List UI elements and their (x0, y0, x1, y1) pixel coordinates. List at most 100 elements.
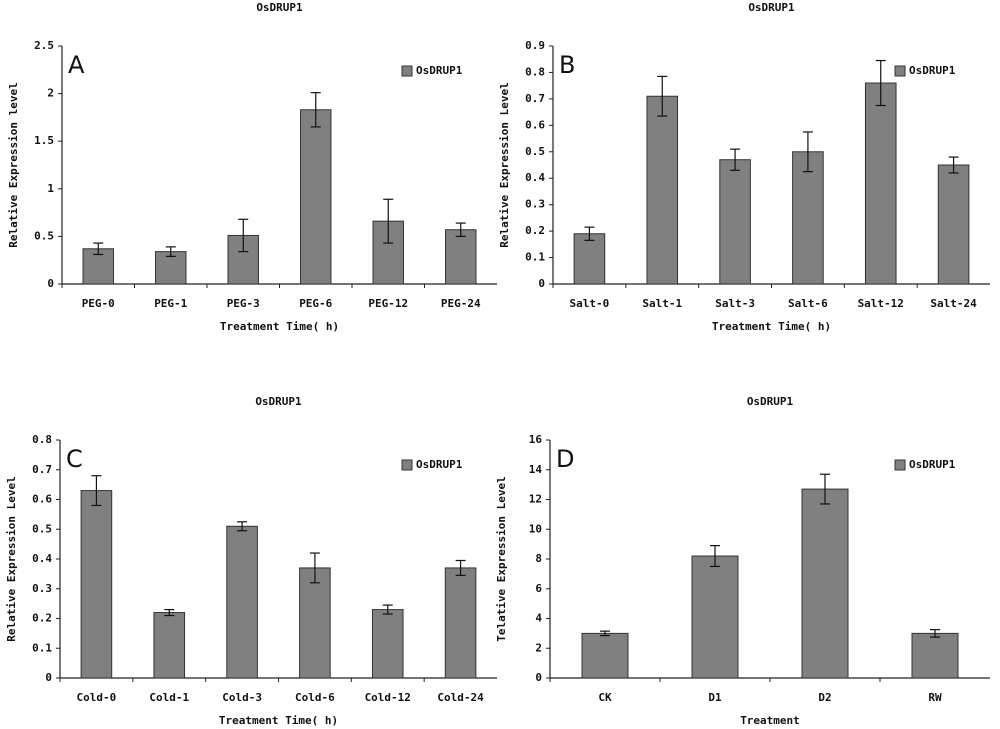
y-tick-label: 0 (538, 277, 545, 290)
bar (80, 490, 113, 679)
bar (691, 555, 739, 679)
panel-label: D (556, 445, 574, 473)
x-tick-label: Salt-0 (570, 297, 610, 310)
y-tick-label: 4 (535, 612, 542, 625)
y-tick-label: 2.5 (34, 39, 54, 52)
y-tick-label: 10 (529, 522, 542, 535)
chart-title: OsDRUP1 (747, 395, 794, 408)
y-axis-label: Relative Expression Level (5, 476, 18, 642)
chart-title: OsDRUP1 (256, 1, 303, 14)
bar (153, 612, 186, 679)
bar (155, 251, 187, 285)
x-tick-label: Salt-12 (858, 297, 904, 310)
x-tick-label: Salt-3 (715, 297, 755, 310)
y-tick-label: 0.4 (32, 552, 52, 565)
y-tick-label: 0.8 (525, 65, 545, 78)
x-axis-label: Treatment (740, 714, 800, 727)
y-tick-label: 0.7 (32, 463, 52, 476)
y-tick-label: 6 (535, 582, 542, 595)
y-tick-label: 0.5 (34, 229, 54, 242)
y-tick-label: 0.4 (525, 171, 545, 184)
x-tick-label: Cold-12 (365, 691, 411, 704)
x-tick-label: Cold-24 (437, 691, 484, 704)
y-tick-label: 2 (47, 87, 54, 100)
x-axis-label: Treatment Time( h) (219, 714, 338, 727)
legend-swatch (894, 459, 906, 471)
bar (371, 609, 404, 679)
y-tick-label: 0 (45, 671, 52, 684)
x-tick-label: D2 (818, 691, 831, 704)
panel-label: B (559, 51, 575, 79)
x-tick-label: Cold-6 (295, 691, 335, 704)
bar (445, 229, 477, 285)
x-tick-label: Cold-1 (149, 691, 189, 704)
bar (444, 567, 477, 679)
y-tick-label: 0.1 (32, 641, 52, 654)
y-tick-label: 0.6 (32, 493, 52, 506)
x-tick-label: CK (598, 691, 612, 704)
y-tick-label: 1 (47, 182, 54, 195)
bar (299, 567, 331, 679)
x-tick-label: PEG-24 (441, 297, 481, 310)
bar (300, 109, 332, 285)
bar (573, 233, 606, 285)
y-tick-label: 12 (529, 493, 542, 506)
y-tick-label: 0.5 (32, 522, 52, 535)
y-tick-label: 0 (535, 671, 542, 684)
bar (646, 95, 679, 285)
y-tick-label: 0.9 (525, 39, 545, 52)
bar (864, 82, 897, 285)
legend-label: OsDRUP1 (416, 64, 463, 77)
x-axis-label: Treatment Time( h) (712, 320, 831, 333)
y-axis-label: Relative Expression Level (498, 82, 511, 248)
y-tick-label: 0.8 (32, 433, 52, 446)
chart-title: OsDRUP1 (255, 395, 302, 408)
bar (719, 159, 751, 285)
x-tick-label: PEG-0 (82, 297, 115, 310)
legend-label: OsDRUP1 (909, 458, 956, 471)
y-tick-label: 0.5 (525, 145, 545, 158)
y-tick-label: 1.5 (34, 134, 54, 147)
y-tick-label: 0.2 (525, 224, 545, 237)
panel-label: A (68, 51, 85, 79)
y-tick-label: 0.6 (525, 118, 545, 131)
x-tick-label: D1 (708, 691, 722, 704)
bar (911, 632, 959, 679)
panel-label: C (66, 445, 83, 473)
x-axis-label: Treatment Time( h) (220, 320, 339, 333)
legend-label: OsDRUP1 (416, 458, 463, 471)
bar (792, 151, 824, 285)
y-axis-label: Telative Expression Level (495, 476, 508, 642)
x-tick-label: Cold-3 (222, 691, 262, 704)
x-tick-label: Cold-0 (77, 691, 117, 704)
y-tick-label: 14 (529, 463, 543, 476)
chart-title: OsDRUP1 (748, 1, 795, 14)
y-tick-label: 0 (47, 277, 54, 290)
y-tick-label: 8 (535, 552, 542, 565)
bar (801, 488, 849, 679)
bar (82, 248, 114, 285)
legend-swatch (401, 65, 413, 77)
x-tick-label: PEG-12 (368, 297, 408, 310)
x-tick-label: RW (928, 691, 942, 704)
y-tick-label: 0.1 (525, 251, 545, 264)
y-tick-label: 2 (535, 641, 542, 654)
legend-swatch (894, 65, 906, 77)
y-tick-label: 0.7 (525, 92, 545, 105)
x-tick-label: PEG-3 (227, 297, 260, 310)
x-tick-label: PEG-1 (154, 297, 187, 310)
x-tick-label: Salt-1 (642, 297, 682, 310)
x-tick-label: PEG-6 (299, 297, 332, 310)
x-tick-label: Salt-6 (788, 297, 828, 310)
legend-label: OsDRUP1 (909, 64, 956, 77)
y-tick-label: 0.3 (525, 198, 545, 211)
y-tick-label: 0.2 (32, 612, 52, 625)
bar (937, 164, 970, 285)
x-tick-label: Salt-24 (930, 297, 977, 310)
y-tick-label: 0.3 (32, 582, 52, 595)
y-axis-label: Relative Expression level (7, 82, 20, 248)
legend-swatch (401, 459, 413, 471)
bar (581, 632, 629, 679)
y-tick-label: 16 (529, 433, 543, 446)
